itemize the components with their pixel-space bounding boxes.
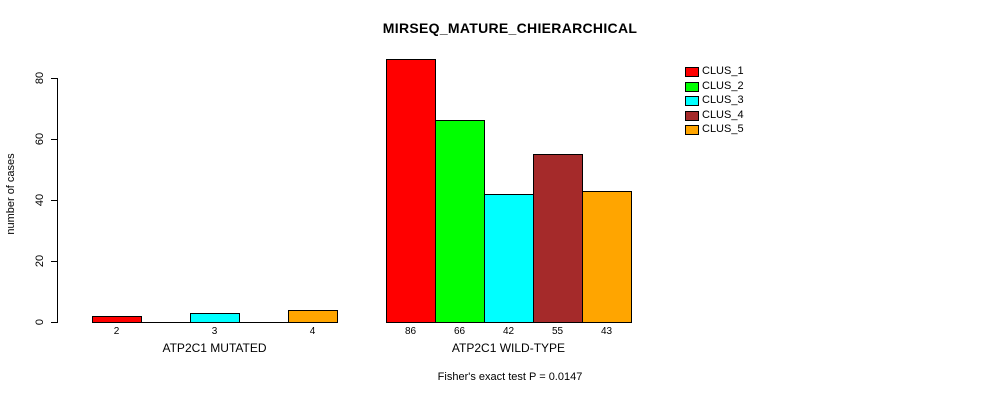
- chart-title: MIRSEQ_MATURE_CHIERARCHICAL: [382, 20, 638, 36]
- y-tick-label: 40: [34, 193, 46, 207]
- legend-swatch-icon: [685, 67, 699, 77]
- bar-value-label: 3: [211, 326, 218, 337]
- legend-label: CLUS_1: [702, 65, 744, 77]
- legend-label: CLUS_3: [702, 94, 744, 106]
- y-tick-label: 60: [34, 132, 46, 146]
- y-tick-mark: [51, 322, 57, 323]
- legend-label: CLUS_5: [702, 123, 744, 135]
- legend-swatch-icon: [685, 82, 699, 92]
- annotation-text: Fisher's exact test P = 0.0147: [437, 371, 583, 383]
- y-tick-label: 80: [34, 71, 46, 85]
- y-axis-label: number of cases: [5, 153, 17, 235]
- bar-value-label: 55: [551, 326, 564, 337]
- bar-clus_1: [386, 59, 436, 323]
- y-axis-line: [57, 78, 58, 323]
- bar-value-label: 2: [113, 326, 120, 337]
- bar-clus_2: [435, 120, 485, 323]
- bar-value-label: 43: [600, 326, 613, 337]
- group-label: ATP2C1 MUTATED: [162, 341, 267, 355]
- legend-swatch-icon: [685, 96, 699, 106]
- bar-clus_3: [190, 313, 240, 323]
- legend-label: CLUS_2: [702, 80, 744, 92]
- bar-clus_5: [288, 310, 338, 323]
- bar-value-label: 66: [453, 326, 466, 337]
- legend-swatch-icon: [685, 111, 699, 121]
- bar-clus_3: [484, 194, 534, 323]
- bar-value-label: 4: [309, 326, 316, 337]
- bar-clus_4: [533, 154, 583, 323]
- bar-clus_5: [582, 191, 632, 323]
- y-tick-mark: [51, 200, 57, 201]
- bar-clus_1: [92, 316, 142, 323]
- y-tick-label: 0: [34, 318, 46, 326]
- bar-value-label: 42: [502, 326, 515, 337]
- y-tick-label: 20: [34, 254, 46, 268]
- y-tick-mark: [51, 139, 57, 140]
- y-tick-mark: [51, 261, 57, 262]
- legend-swatch-icon: [685, 125, 699, 135]
- y-tick-mark: [51, 78, 57, 79]
- group-label: ATP2C1 WILD-TYPE: [451, 341, 566, 355]
- bar-value-label: 86: [404, 326, 417, 337]
- legend-label: CLUS_4: [702, 109, 744, 121]
